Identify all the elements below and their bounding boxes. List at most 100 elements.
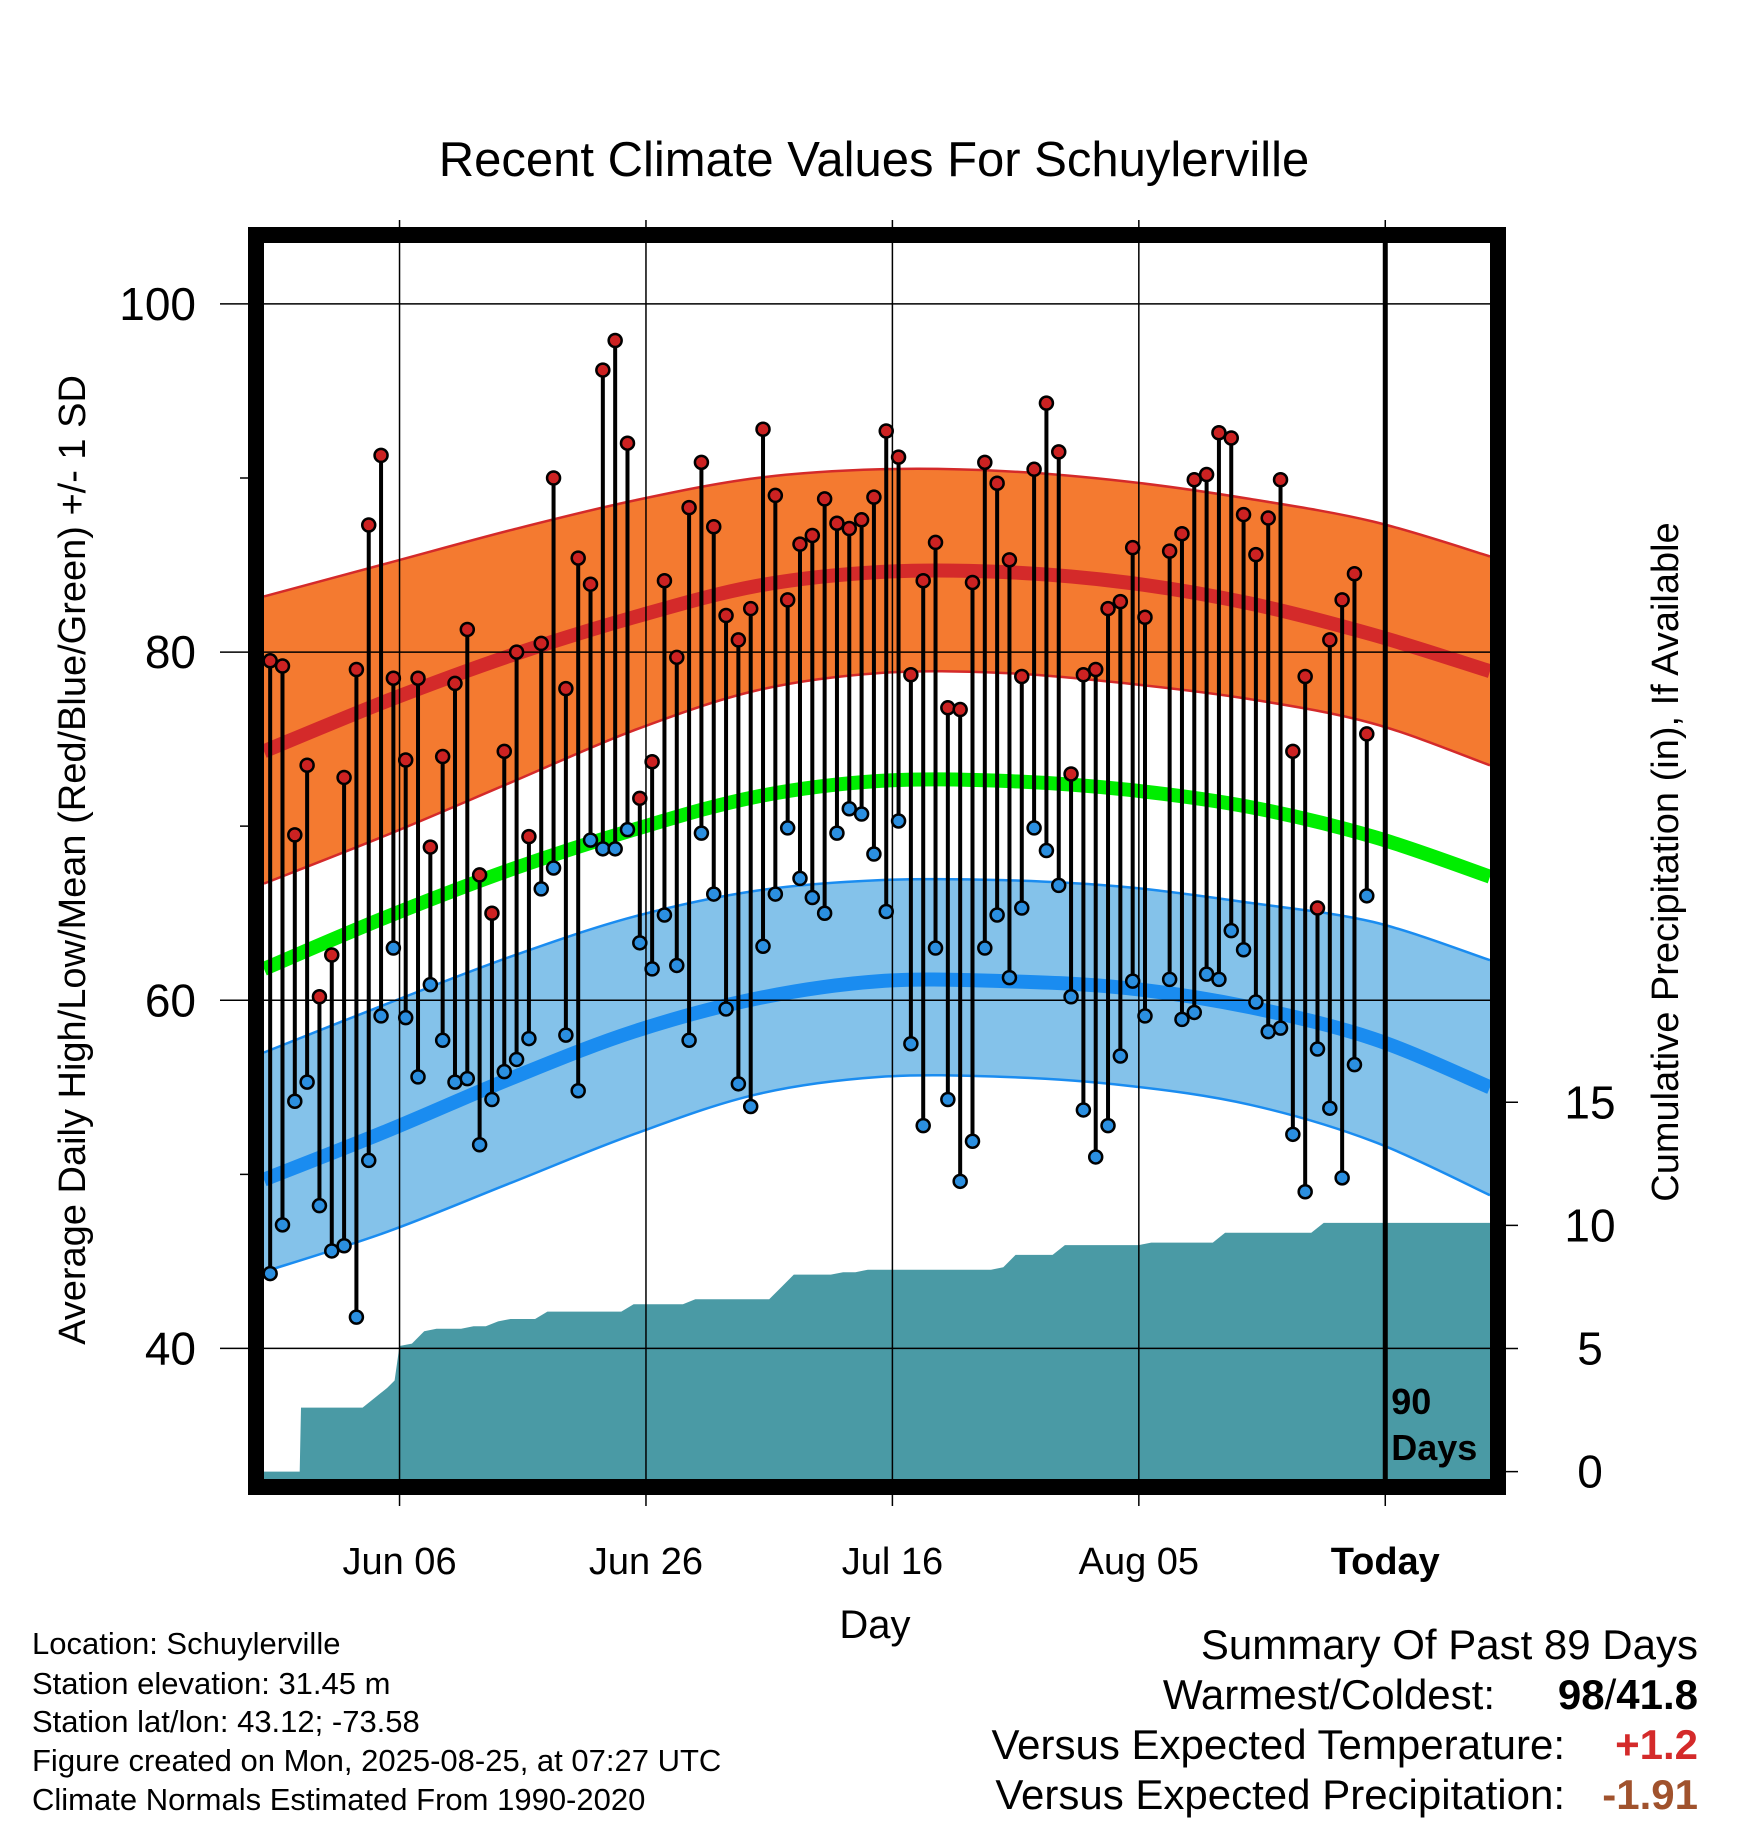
low-point (977, 940, 993, 956)
low-point (1161, 971, 1178, 988)
summary-heading: Summary Of Past 89 Days (1200, 1621, 1698, 1668)
high-point (570, 550, 586, 566)
low-point (373, 1008, 389, 1024)
high-point (903, 666, 919, 683)
low-point (311, 1197, 328, 1214)
high-point (360, 517, 377, 533)
high-point (730, 632, 747, 648)
y2-tick-label: 0 (1577, 1446, 1603, 1498)
high-point (1272, 472, 1289, 488)
low-point (878, 903, 894, 920)
low-point (779, 820, 796, 836)
high-point (287, 827, 303, 843)
axis-ticks: Jun 06 Jun 26 Jul 16 Aug 05 Today 40 60 80 100 0 5… (119, 278, 1615, 1583)
y-tick-label: 80 (145, 626, 196, 678)
low-point (484, 1091, 500, 1108)
low-point (829, 825, 845, 841)
high-point (669, 649, 685, 666)
high-point (1248, 546, 1264, 563)
high-point (545, 470, 562, 486)
x-tick-label: Today (1331, 1541, 1440, 1583)
low-point (410, 1069, 426, 1085)
low-point (1248, 994, 1264, 1010)
coldest-value: 41.8 (1616, 1671, 1698, 1718)
high-point (644, 754, 660, 770)
high-point (927, 534, 944, 551)
high-point (533, 635, 549, 652)
precipitation-area (264, 1222, 1490, 1479)
low-point (533, 881, 549, 897)
low-point (816, 905, 833, 921)
high-point (619, 435, 636, 451)
low-point (508, 1051, 525, 1068)
low-point (755, 938, 771, 955)
high-point (816, 491, 833, 507)
high-point (1161, 543, 1178, 559)
precip-anomaly-label: Versus Expected Precipitation: (995, 1771, 1565, 1818)
normal-low-line (261, 972, 1493, 1187)
x-tick-label: Jun 06 (342, 1541, 456, 1583)
high-point (989, 475, 1005, 491)
low-point (1285, 1126, 1301, 1143)
low-point (336, 1237, 352, 1254)
today-days-word: Days (1391, 1427, 1477, 1468)
high-point (1322, 632, 1338, 648)
low-point (397, 1009, 414, 1026)
low-point (1063, 989, 1079, 1005)
y2-tick-label: 10 (1564, 1199, 1615, 1251)
warmest-value: 98 (1557, 1671, 1605, 1718)
low-point (434, 1032, 451, 1049)
high-point (299, 757, 315, 774)
low-point (989, 907, 1005, 923)
low-point (718, 1001, 734, 1017)
x-tick-label: Aug 05 (1079, 1541, 1199, 1583)
low-point (582, 832, 599, 848)
precip-anomaly-value: -1.91 (1602, 1771, 1698, 1818)
normal-high-line (261, 563, 1493, 758)
low-point (1309, 1041, 1326, 1057)
high-point (262, 653, 278, 669)
high-point (496, 743, 513, 760)
low-point (324, 1243, 340, 1259)
y2-tick-label: 5 (1577, 1323, 1603, 1375)
high-point (890, 449, 907, 465)
low-point (447, 1074, 463, 1090)
low-point (1346, 1056, 1363, 1073)
low-point (1359, 888, 1375, 904)
low-point (422, 976, 439, 993)
low-point (767, 886, 784, 902)
today-marker: 90 Days (1382, 243, 1477, 1479)
high-point (1038, 395, 1055, 411)
low-point (952, 1173, 968, 1190)
high-point (1198, 466, 1215, 483)
low-point (595, 841, 611, 857)
high-point (829, 515, 845, 532)
high-point (915, 572, 931, 589)
low-point (964, 1133, 981, 1150)
low-point (730, 1076, 747, 1092)
low-point (804, 889, 821, 906)
high-point (434, 748, 451, 765)
low-point (866, 846, 882, 862)
plot-border (248, 227, 1506, 1495)
high-point (1137, 609, 1153, 626)
low-point (558, 1027, 574, 1043)
high-point (1174, 525, 1190, 542)
high-sd-band-upper-edge (263, 467, 1491, 598)
daily-range-stems (268, 340, 1369, 1318)
high-point (471, 867, 488, 883)
low-point (348, 1309, 365, 1325)
low-point (841, 801, 858, 817)
high-sd-band-lower-edge (263, 669, 1491, 885)
high-point (767, 487, 784, 504)
high-point (1112, 593, 1129, 610)
high-point (397, 752, 414, 768)
low-point (1050, 877, 1067, 894)
low-point (1112, 1048, 1129, 1064)
low-point (521, 1030, 537, 1047)
high-point (940, 700, 956, 716)
high-point (508, 644, 525, 660)
chart-title: Recent Climate Values For Schuylerville (438, 133, 1310, 187)
low-point (1186, 1004, 1203, 1021)
low-point (262, 1265, 278, 1282)
